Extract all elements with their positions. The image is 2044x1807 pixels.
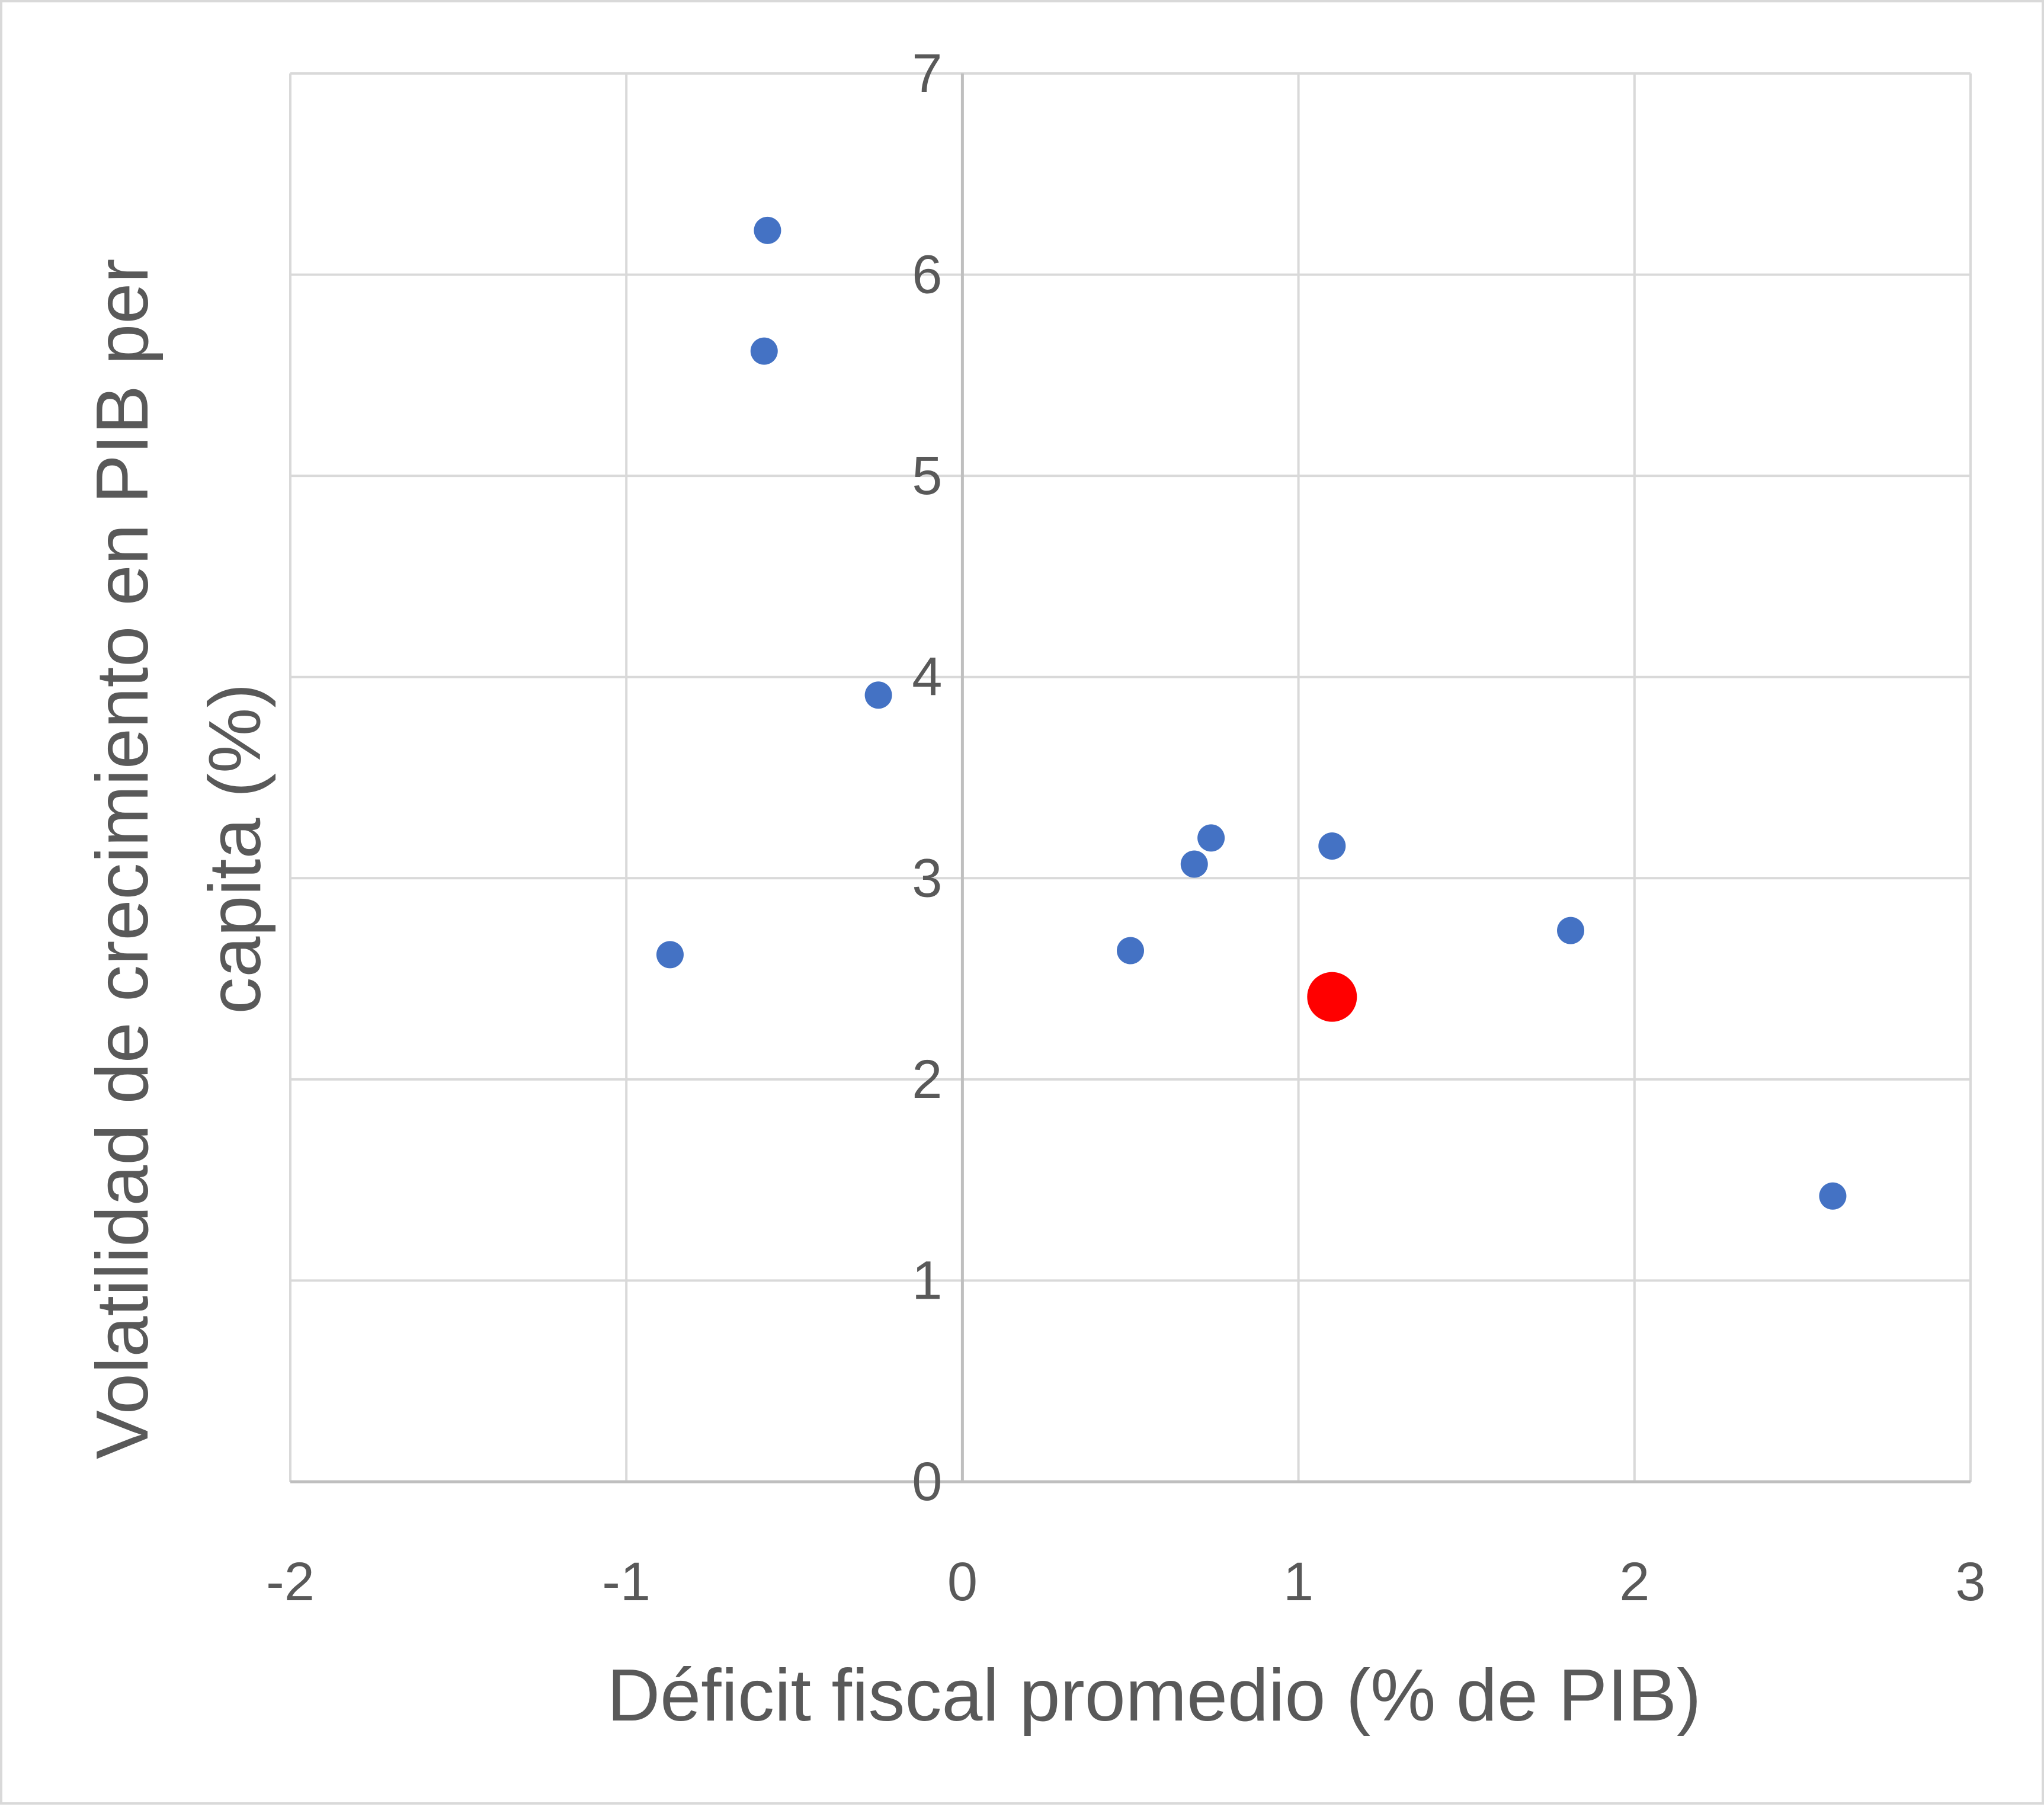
data-points	[656, 216, 1847, 1210]
data-point	[750, 337, 778, 365]
y-tick-label: 6	[912, 245, 942, 305]
y-tick-label: 7	[912, 43, 942, 104]
x-tick-label: -1	[602, 1552, 651, 1612]
x-tick-label: -2	[266, 1552, 315, 1612]
data-point	[1557, 917, 1585, 944]
data-point	[1117, 937, 1144, 965]
y-tick-label: 5	[912, 446, 942, 506]
highlight-point	[1307, 972, 1357, 1022]
data-point	[656, 941, 684, 969]
y-tick-label: 1	[912, 1250, 942, 1311]
horizontal-gridlines	[290, 72, 1971, 1483]
y-axis-title-line-1: Volatilidad de crecimiento en PIB per	[82, 258, 164, 1459]
y-tick-label: 3	[912, 848, 942, 908]
vertical-gridlines	[289, 73, 1972, 1482]
y-tick-label: 4	[912, 647, 942, 707]
y-tick-labels: 0 1 2 3 4 5 6 7	[912, 43, 942, 1512]
y-axis-title-line-2: capita (%)	[194, 683, 276, 1014]
axes	[290, 73, 1971, 1484]
x-tick-label: 2	[1619, 1552, 1649, 1612]
y-axis-title: Volatilidad de crecimiento en PIB per ca…	[82, 238, 276, 1459]
y-tick-label: 2	[912, 1049, 942, 1110]
data-point	[1318, 832, 1346, 860]
x-axis-title: Déficit fiscal promedio (% de PIB)	[607, 1655, 1702, 1736]
data-point	[1180, 850, 1208, 878]
x-tick-labels: -2 -1 0 1 2 3	[266, 1552, 1985, 1612]
y-tick-label: 0	[912, 1452, 942, 1512]
x-tick-label: 0	[947, 1552, 978, 1612]
data-point	[1197, 824, 1225, 852]
data-point	[864, 681, 892, 709]
data-point	[754, 216, 781, 244]
x-tick-label: 3	[1955, 1552, 1985, 1612]
data-point	[1819, 1182, 1847, 1210]
x-tick-label: 1	[1283, 1552, 1313, 1612]
